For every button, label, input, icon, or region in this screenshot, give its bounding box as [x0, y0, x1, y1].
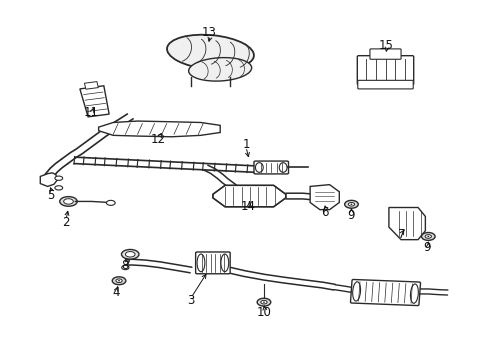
- Ellipse shape: [221, 254, 228, 272]
- FancyBboxPatch shape: [357, 80, 412, 89]
- Ellipse shape: [409, 284, 418, 303]
- Text: 13: 13: [202, 26, 217, 39]
- Ellipse shape: [197, 254, 204, 272]
- Text: 15: 15: [378, 39, 393, 52]
- Text: 6: 6: [320, 206, 328, 219]
- Ellipse shape: [167, 35, 253, 69]
- Ellipse shape: [118, 280, 120, 282]
- Ellipse shape: [122, 265, 129, 270]
- FancyBboxPatch shape: [84, 82, 98, 89]
- Ellipse shape: [424, 235, 430, 238]
- Text: 8: 8: [122, 259, 129, 272]
- Ellipse shape: [347, 203, 354, 206]
- Polygon shape: [80, 86, 109, 117]
- Ellipse shape: [55, 176, 62, 180]
- Polygon shape: [40, 173, 57, 186]
- Ellipse shape: [263, 301, 264, 303]
- Ellipse shape: [60, 197, 77, 206]
- Ellipse shape: [352, 282, 360, 301]
- Polygon shape: [309, 185, 339, 210]
- Text: 4: 4: [113, 286, 120, 299]
- FancyBboxPatch shape: [369, 49, 400, 59]
- Ellipse shape: [427, 236, 428, 237]
- FancyBboxPatch shape: [253, 161, 288, 174]
- Ellipse shape: [125, 252, 135, 257]
- Ellipse shape: [344, 201, 358, 208]
- FancyBboxPatch shape: [357, 56, 413, 85]
- Text: 9: 9: [423, 240, 430, 254]
- Ellipse shape: [260, 300, 266, 304]
- Text: 1: 1: [242, 139, 249, 152]
- Ellipse shape: [112, 277, 125, 285]
- Text: 5: 5: [47, 189, 55, 202]
- Ellipse shape: [350, 203, 352, 205]
- Text: 7: 7: [397, 228, 405, 241]
- Ellipse shape: [116, 279, 122, 283]
- Text: 9: 9: [347, 208, 354, 221]
- Ellipse shape: [121, 249, 139, 259]
- Polygon shape: [212, 185, 285, 207]
- Ellipse shape: [421, 233, 434, 240]
- FancyBboxPatch shape: [350, 279, 420, 306]
- Text: 3: 3: [187, 294, 194, 307]
- Polygon shape: [388, 207, 425, 240]
- Ellipse shape: [106, 201, 115, 205]
- Ellipse shape: [279, 163, 286, 172]
- Ellipse shape: [255, 163, 263, 172]
- Text: 12: 12: [151, 133, 165, 146]
- Ellipse shape: [188, 58, 251, 81]
- Text: 14: 14: [241, 200, 255, 213]
- FancyBboxPatch shape: [195, 252, 230, 274]
- Polygon shape: [99, 121, 220, 137]
- Text: 10: 10: [256, 306, 271, 319]
- Ellipse shape: [257, 298, 270, 306]
- Text: 11: 11: [83, 106, 99, 119]
- Text: 2: 2: [62, 216, 70, 229]
- Ellipse shape: [55, 186, 62, 190]
- Ellipse shape: [63, 199, 73, 204]
